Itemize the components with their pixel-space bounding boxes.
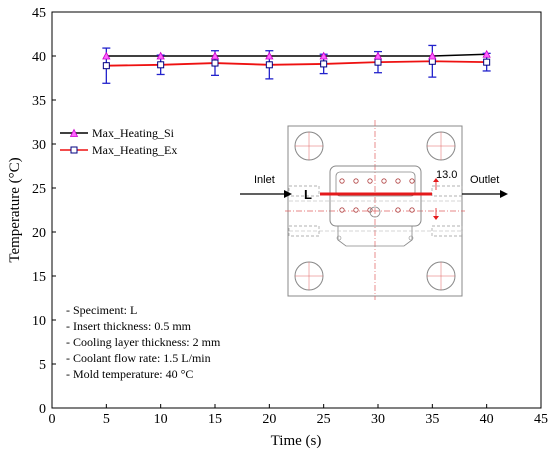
data-point-max-heating-si — [373, 51, 383, 60]
note-mold-temperature: - Mold temperature: 40 °C — [66, 367, 193, 381]
x-tick-label: 15 — [208, 412, 222, 427]
x-tick-label: 20 — [262, 412, 276, 427]
mold-inset-diagram: Inlet Outlet L 13.0 — [240, 120, 508, 300]
data-point-max-heating-ex — [483, 58, 491, 66]
x-tick-label: 40 — [480, 412, 494, 427]
x-axis-title: Time (s) — [271, 433, 322, 449]
note-specimen: - Speciment: L — [66, 303, 137, 317]
y-tick-label: 15 — [32, 270, 46, 285]
data-point-max-heating-ex — [157, 61, 165, 69]
y-tick-label: 10 — [32, 314, 46, 329]
data-point-max-heating-ex — [374, 58, 382, 66]
data-point-max-heating-ex — [211, 59, 219, 67]
y-axis-title: Temperature (°C) — [7, 157, 23, 262]
plot-frame — [51, 11, 542, 409]
x-tick-label: 25 — [317, 412, 331, 427]
outlet-label: Outlet — [470, 174, 499, 186]
data-point-max-heating-si — [428, 51, 437, 60]
x-tick-label: 30 — [371, 412, 385, 427]
series-line-max-heating-si — [106, 53, 487, 57]
experiment-notes: - Speciment: L - Insert thickness: 0.5 m… — [66, 303, 221, 381]
y-tick-label: 45 — [32, 6, 46, 21]
x-tick-label: 5 — [103, 412, 110, 427]
data-point-max-heating-si — [102, 51, 111, 60]
data-point-max-heating-ex — [102, 62, 110, 70]
legend-swatch-ex-marker — [70, 146, 78, 154]
y-tick-label: 5 — [39, 358, 46, 373]
legend-label-si: Max_Heating_Si — [92, 126, 175, 140]
data-point-max-heating-ex — [265, 61, 273, 69]
x-tick-label: 0 — [49, 412, 56, 427]
inlet-label: Inlet — [254, 174, 275, 186]
y-tick-label: 25 — [32, 182, 46, 197]
data-point-max-heating-si — [482, 49, 491, 58]
x-axis: 0 5 10 15 20 25 30 35 40 45 — [49, 404, 548, 427]
y-tick-label: 0 — [39, 402, 46, 417]
data-point-max-heating-si — [319, 51, 328, 60]
x-tick-label: 10 — [154, 412, 168, 427]
y-tick-label: 40 — [32, 50, 46, 65]
x-tick-label: 35 — [425, 412, 439, 427]
y-axis: 0 5 10 15 20 25 30 35 40 45 — [32, 6, 56, 417]
legend-swatch-si-marker — [69, 128, 79, 137]
y-tick-label: 20 — [32, 226, 46, 241]
legend-label-ex: Max_Heating_Ex — [92, 143, 177, 157]
x-tick-label: 45 — [534, 412, 548, 427]
data-point-max-heating-si — [265, 51, 274, 60]
plot-marks — [102, 44, 491, 84]
note-coolant-flow: - Coolant flow rate: 1.5 L/min — [66, 351, 211, 365]
data-point-max-heating-ex — [320, 60, 328, 68]
length-label: L — [304, 187, 312, 202]
series-line-max-heating-ex — [106, 60, 487, 67]
dimension-label: 13.0 — [436, 169, 457, 181]
inset-cavity — [329, 165, 422, 227]
note-cooling-layer: - Cooling layer thickness: 2 mm — [66, 335, 221, 349]
y-tick-label: 35 — [32, 94, 46, 109]
legend: Max_Heating_Si Max_Heating_Ex — [60, 126, 177, 157]
data-point-max-heating-si — [156, 51, 165, 60]
note-insert-thickness: - Insert thickness: 0.5 mm — [66, 319, 192, 333]
y-tick-label: 30 — [32, 138, 46, 153]
data-point-max-heating-si — [210, 51, 220, 60]
